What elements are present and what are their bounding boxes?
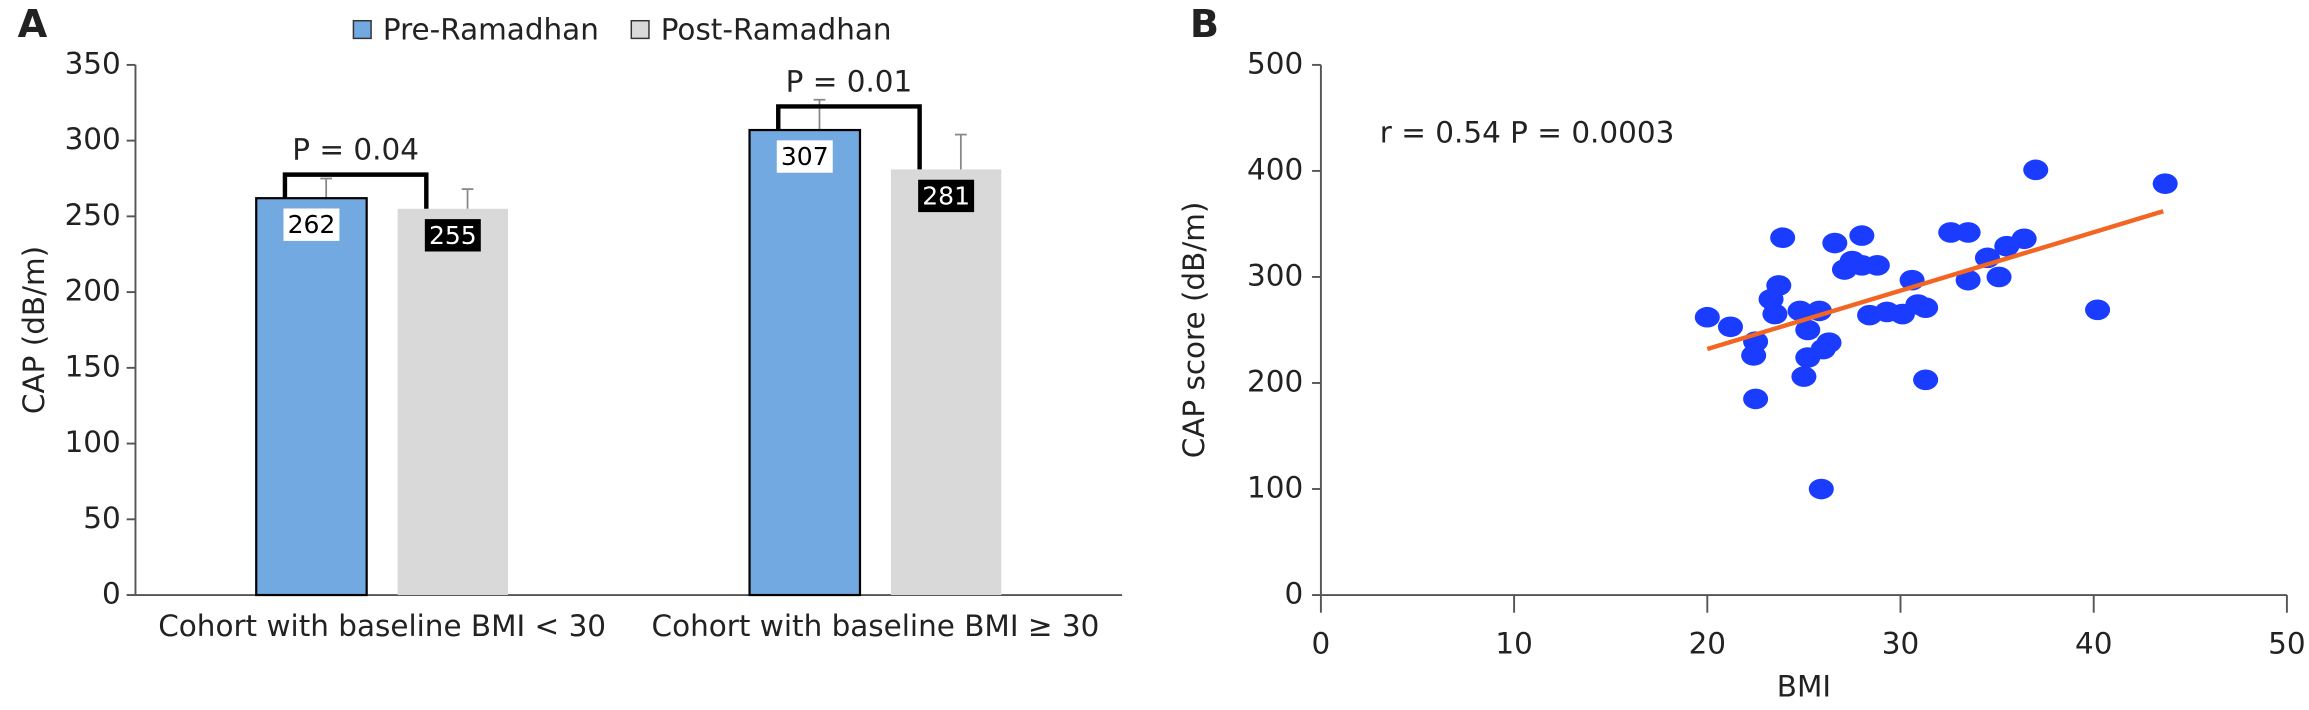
legend-swatch	[630, 19, 650, 40]
x-tick-label: 20	[1689, 627, 1726, 661]
y-tick-label: 400	[1247, 152, 1303, 186]
y-tick-label: 150	[65, 349, 121, 383]
point	[1913, 297, 1939, 319]
y-tick-label: 500	[1247, 46, 1303, 80]
bracket	[282, 172, 429, 209]
y-tick-label: 0	[102, 577, 121, 611]
annotation: P = 0.01	[786, 64, 913, 98]
point	[1849, 225, 1875, 246]
x-tick-label: Cohort with baseline BMI < 30	[158, 609, 606, 643]
y-axis-label: CAP score (dB/m)	[1177, 202, 1211, 459]
data-label-box	[283, 208, 340, 241]
bar	[748, 128, 862, 597]
point	[1816, 332, 1842, 353]
point	[2011, 228, 2037, 250]
trend-line	[1706, 209, 2164, 352]
data-label: 281	[922, 181, 970, 210]
point	[1762, 303, 1788, 325]
x-axis-label: BMI	[1777, 669, 1831, 703]
x-tick-label: Cohort with baseline BMI ≥ 30	[652, 609, 1100, 643]
y-tick-label: 100	[65, 425, 121, 459]
point	[1791, 366, 1817, 387]
x-tick-label: 50	[2268, 627, 2305, 661]
y-tick-label: 200	[65, 274, 121, 308]
point	[1741, 345, 1767, 366]
panel-label: A	[18, 2, 48, 47]
x-tick-label: 10	[1495, 627, 1532, 661]
annotation: P = 0.04	[292, 133, 419, 167]
data-label: 255	[429, 221, 477, 250]
panel-label: B	[1190, 2, 1219, 47]
point	[1955, 222, 1981, 243]
bar	[890, 169, 1002, 596]
legend-swatch	[352, 19, 372, 40]
data-label: 307	[781, 142, 829, 171]
data-label-box	[918, 179, 975, 213]
data-label-box	[424, 219, 481, 252]
x-tick-label: 0	[1312, 627, 1331, 661]
y-tick-label: 200	[1247, 364, 1303, 398]
y-tick-label: 100	[1247, 471, 1303, 505]
y-tick-label: 300	[65, 122, 121, 156]
point	[1808, 478, 1834, 500]
point	[2023, 159, 2049, 181]
point	[2085, 299, 2111, 321]
y-tick-label: 250	[65, 198, 121, 232]
legend-label: Pre-Ramadhan	[383, 13, 599, 47]
point	[1864, 254, 1890, 276]
point	[1822, 232, 1848, 254]
point	[1955, 269, 1981, 291]
point	[2152, 173, 2178, 194]
data-label-box	[776, 140, 833, 173]
point	[1770, 227, 1796, 249]
point	[1938, 222, 1964, 243]
y-tick-label: 300	[1247, 258, 1303, 292]
annotation: r = 0.54 P = 0.0003	[1380, 116, 1675, 150]
point	[1986, 266, 2012, 288]
y-axis-label: CAP (dB/m)	[17, 246, 51, 414]
bracket	[776, 104, 922, 170]
point	[1787, 300, 1813, 322]
point	[1717, 316, 1744, 338]
data-label: 262	[288, 210, 336, 239]
bar	[255, 197, 368, 597]
y-tick-label: 350	[65, 46, 121, 80]
x-tick-label: 30	[1882, 627, 1919, 661]
point	[1913, 369, 1939, 391]
point	[1795, 319, 1821, 341]
x-tick-label: 40	[2075, 627, 2112, 661]
point	[1694, 306, 1720, 328]
point	[1766, 275, 1792, 296]
y-tick-label: 50	[83, 501, 120, 535]
legend-label: Post-Ramadhan	[661, 13, 892, 47]
bar	[397, 208, 509, 596]
point	[1743, 388, 1769, 410]
y-tick-label: 0	[1284, 577, 1303, 611]
